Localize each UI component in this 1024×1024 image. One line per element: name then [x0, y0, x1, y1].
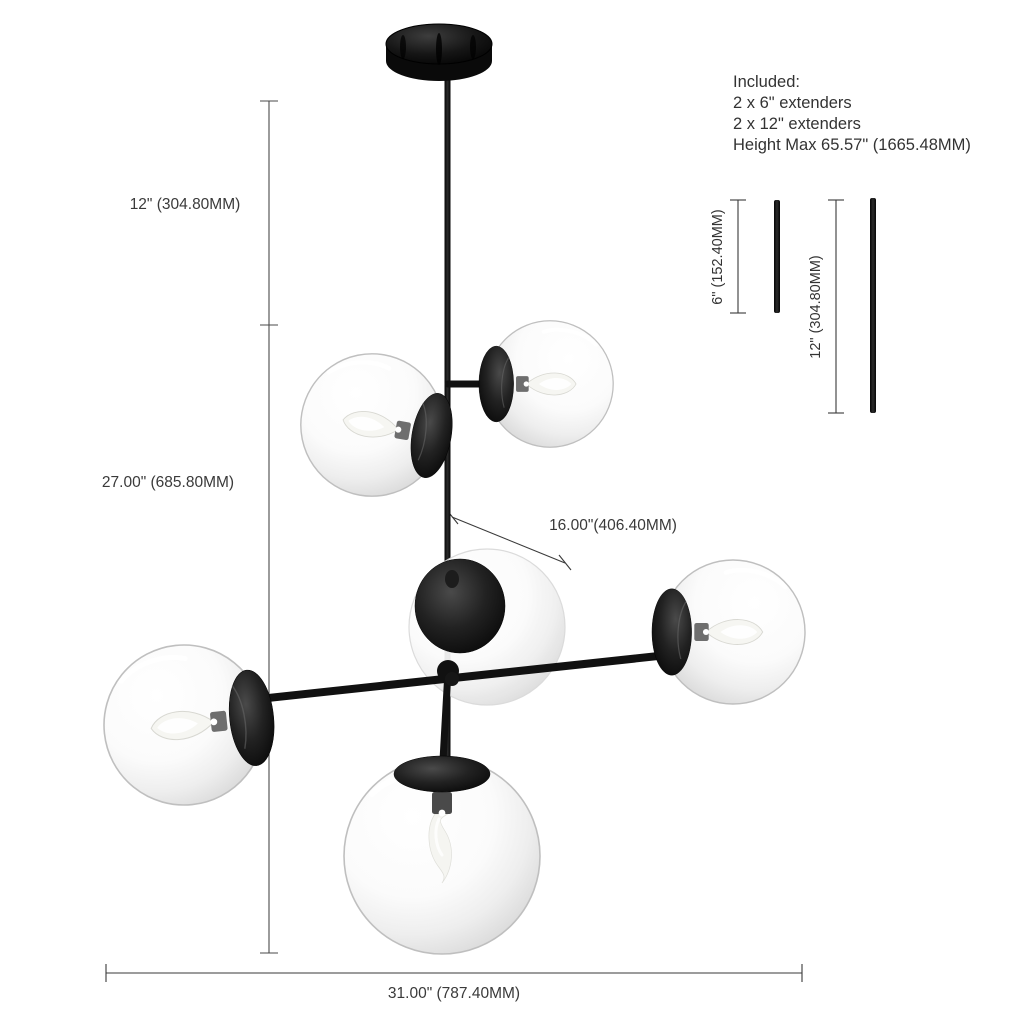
svg-text:16.00"(406.40MM): 16.00"(406.40MM) [549, 517, 677, 534]
svg-text:Height Max 65.57" (1665.48MM): Height Max 65.57" (1665.48MM) [733, 136, 971, 154]
svg-text:31.00" (787.40MM): 31.00" (787.40MM) [388, 985, 520, 1002]
svg-text:27.00" (685.80MM): 27.00" (685.80MM) [102, 474, 234, 491]
svg-text:12" (304.80MM): 12" (304.80MM) [808, 255, 824, 358]
svg-text:12" (304.80MM): 12" (304.80MM) [130, 196, 241, 213]
svg-text:6" (152.40MM): 6" (152.40MM) [710, 209, 726, 304]
svg-text:Included:: Included: [733, 73, 800, 91]
svg-text:2 x 12" extenders: 2 x 12" extenders [733, 115, 861, 133]
svg-text:2 x 6" extenders: 2 x 6" extenders [733, 94, 852, 112]
